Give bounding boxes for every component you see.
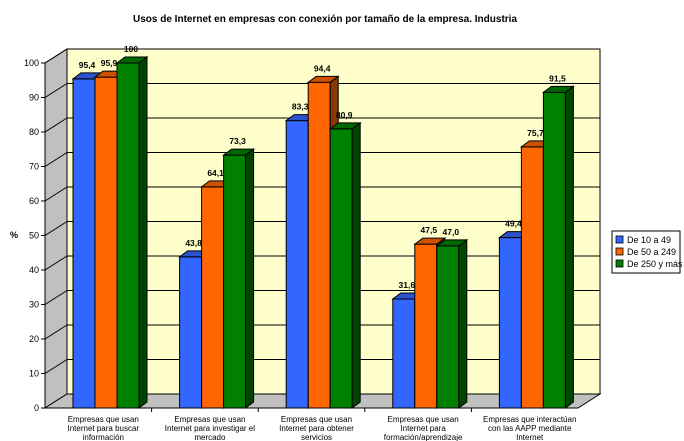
data-label: 31,6 [399,280,416,290]
y-tick-label: 90 [29,93,39,103]
gridline-side [44,117,68,133]
data-label: 43,8 [185,238,202,248]
x-tick-label: Internet [516,433,544,441]
gridline-side [44,255,68,271]
bar-front [116,62,140,409]
x-tick-label: servicios [301,433,332,441]
bar [541,85,575,409]
y-tick-label: 10 [29,369,39,379]
gridline-side [44,152,68,167]
bar-top [328,122,362,130]
bar [222,148,256,409]
data-label: 83,3 [292,102,309,112]
x-tick-label: Empresas que usan [68,415,139,424]
x-tick-label: mercado [194,433,226,441]
gridline-side [44,186,68,202]
y-tick-label: 80 [29,127,39,137]
y-tick-label: 0 [34,403,39,413]
data-label: 94,4 [314,63,331,73]
gridline-side [44,359,68,374]
bar-front [414,243,438,409]
bar-front [498,237,522,409]
bar-top [306,75,340,83]
data-label: 95,9 [101,58,118,68]
data-label: 47,0 [443,227,460,237]
bar-front [72,78,96,409]
y-tick-label: 50 [29,231,39,241]
x-tick-label: Internet para [400,424,446,433]
data-label: 80,9 [336,110,353,120]
x-tick-label: Empresas que usan [388,415,459,424]
data-label: 91,5 [549,73,566,83]
bar [435,238,469,409]
data-label: 64,1 [207,168,224,178]
legend-swatch [615,247,624,256]
x-tick-label: Internet para obtener [279,424,354,433]
bar-front [179,256,203,409]
x-tick-label: con las AAPP mediante [488,424,572,433]
x-tick-label: Empresas que usan [174,415,245,424]
legend-swatch [615,259,624,268]
y-axis-label: % [10,230,18,240]
bar-front [223,154,247,409]
y-tick-label: 40 [29,265,39,275]
bar-side [458,238,468,409]
data-label: 100 [124,44,138,54]
legend-label: De 10 a 49 [627,235,671,245]
gridline-side [44,290,68,305]
bar-front [542,91,566,409]
gridline-side [44,324,68,340]
bar-top [115,56,149,64]
bar-front [520,146,544,409]
plot-area: 0 10 20 30 40 50 60 70 80 90 100 95,4 95,9 100 Empresa… [24,44,602,441]
bar [115,56,149,409]
x-tick-label: información [83,433,124,441]
bar-top [222,148,256,156]
bar-front [392,298,416,409]
bar-front [201,186,225,409]
gridline-side [44,221,68,236]
bar-top [435,239,469,247]
data-label: 47,5 [421,225,438,235]
x-tick-label: formación/aprendizaje [384,433,463,441]
data-label: 49,4 [505,219,522,229]
bar-front [329,128,353,409]
bar-side [138,56,148,409]
y-tick-label: 30 [29,300,39,310]
y-tick-label: 70 [29,162,39,172]
bar-front [94,76,118,409]
x-tick-label: Empresas que usan [281,415,352,424]
gridline-side [44,83,68,98]
x-tick-label: Internet para buscar [67,424,139,433]
x-tick-label: Empresas que interactúan [483,415,576,424]
gridline-side [44,48,68,64]
x-tick-label: Internet para investigar el [165,424,255,433]
legend-label: De 50 a 249 [627,247,676,257]
bar-side [564,85,574,409]
data-label: 73,3 [229,136,246,146]
bar-top [541,85,575,93]
bar-top [413,237,447,245]
bar-front [307,81,331,409]
chart-title: Usos de Internet en empresas con conexió… [133,14,517,25]
legend-label: De 250 y más [627,259,683,269]
data-label: 95,4 [79,60,96,70]
bar [328,121,362,409]
bar-side [351,121,361,409]
y-tick-label: 60 [29,196,39,206]
legend-swatch [615,235,624,244]
bar-side [245,148,255,409]
y-tick-label: 20 [29,334,39,344]
data-label: 75,7 [527,128,544,138]
legend: De 10 a 49 De 50 a 249 De 250 y más [611,230,683,274]
bar-front [285,120,309,409]
y-tick-label: 100 [24,58,39,68]
bar-front [436,245,460,409]
